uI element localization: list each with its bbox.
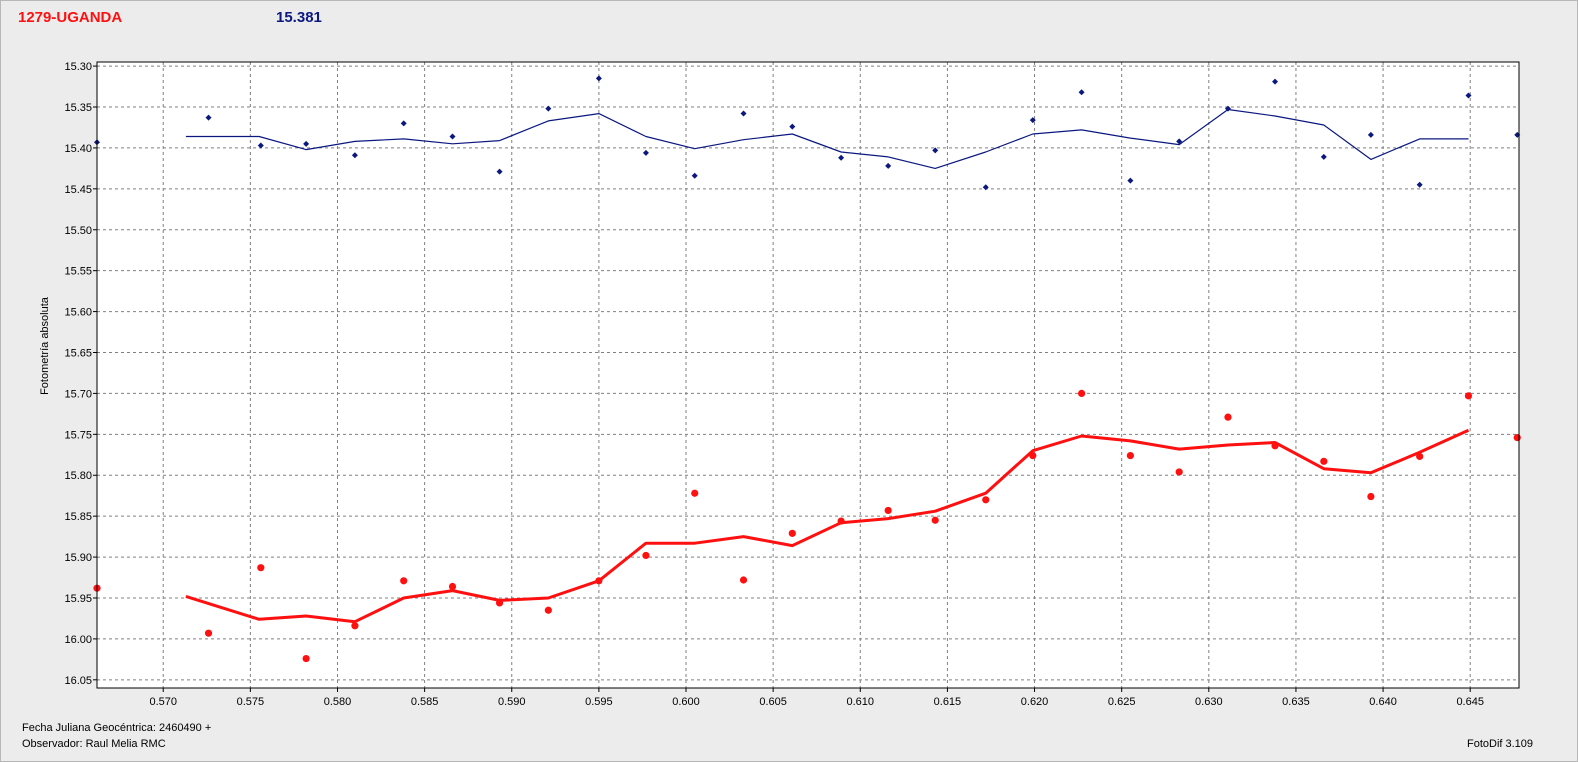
blue-data-point [1465, 92, 1472, 99]
red-data-point [788, 529, 796, 537]
y-tick-label: 15.30 [64, 61, 92, 73]
red-data-point [931, 516, 939, 524]
x-tick-label: 0.625 [1108, 696, 1136, 708]
x-tick-label: 0.575 [237, 696, 265, 708]
red-data-point [544, 606, 552, 614]
red-data-point [884, 506, 892, 515]
x-tick-label: 0.635 [1282, 696, 1310, 708]
y-tick-label: 16.00 [64, 634, 92, 646]
red-data-point [257, 564, 265, 572]
blue-data-point [257, 142, 264, 149]
blue-data-point [1320, 153, 1327, 160]
y-tick-label: 15.70 [64, 388, 92, 400]
y-tick-label: 15.60 [64, 307, 92, 319]
y-tick-label: 15.80 [64, 470, 92, 482]
x-tick-label: 0.610 [847, 696, 875, 708]
x-tick-label: 0.630 [1195, 696, 1223, 708]
red-data-point [595, 577, 603, 585]
red-data-point [837, 517, 845, 525]
x-tick-label: 0.640 [1369, 696, 1397, 708]
blue-data-point [932, 147, 939, 154]
y-tick-label: 15.90 [64, 552, 92, 564]
blue-data-point [885, 162, 892, 169]
blue-data-point [838, 154, 845, 161]
x-tick-label: 0.590 [498, 696, 526, 708]
plot-area [97, 62, 1519, 688]
observer-label: Observador: Raul Melia RMC [22, 738, 166, 750]
blue-data-point [789, 123, 796, 130]
red-data-point [739, 576, 748, 584]
red-data-point [448, 582, 457, 591]
blue-data-point [642, 149, 649, 156]
blue-trend-line [185, 108, 1469, 169]
blue-data-point [1224, 105, 1231, 112]
x-tick-label: 0.585 [411, 696, 439, 708]
header-value: 15.381 [276, 9, 322, 26]
blue-data-point [303, 140, 310, 147]
red-data-point [1126, 452, 1134, 460]
x-tick-label: 0.595 [585, 696, 613, 708]
blue-data-point [1029, 117, 1036, 124]
x-tick-label: 0.645 [1456, 696, 1484, 708]
red-data-point [400, 577, 408, 585]
y-tick-label: 15.50 [64, 225, 92, 237]
blue-data-point [1176, 138, 1183, 145]
red-data-point [204, 629, 213, 637]
red-data-point [302, 654, 310, 663]
blue-data-point [740, 110, 747, 117]
red-data-point [1271, 442, 1279, 450]
blue-data-point [1078, 89, 1085, 96]
blue-data-point [205, 114, 212, 121]
plot-border [96, 61, 1520, 689]
blue-data-point [691, 172, 698, 179]
red-data-point [495, 599, 504, 607]
blue-data-point [496, 168, 503, 175]
software-label: FotoDif 3.109 [1467, 738, 1534, 750]
y-tick-label: 15.65 [64, 347, 92, 359]
blue-data-point [1272, 78, 1279, 85]
y-tick-label: 15.35 [64, 102, 92, 114]
red-data-point [1224, 413, 1232, 421]
x-tick-label: 0.605 [759, 696, 787, 708]
red-data-point [1077, 389, 1086, 398]
y-tick-label: 15.85 [64, 511, 92, 523]
x-tick-label: 0.570 [149, 696, 177, 708]
red-data-point [1175, 468, 1183, 476]
blue-data-point [1367, 131, 1374, 138]
red-data-point [1464, 392, 1473, 400]
x-tick-label: 0.620 [1021, 696, 1049, 708]
y-tick-label: 15.95 [64, 593, 92, 605]
y-tick-label: 15.45 [64, 184, 92, 196]
red-data-point [691, 489, 699, 497]
red-data-point [1513, 434, 1521, 442]
blue-data-point [351, 152, 358, 159]
object-name: 1279-UGANDA [18, 9, 123, 26]
red-data-point [1320, 457, 1328, 465]
blue-data-point [595, 75, 602, 82]
x-tick-label: 0.615 [934, 696, 962, 708]
blue-data-point [400, 120, 407, 127]
red-data-point [351, 622, 359, 630]
julian-date-label: Fecha Juliana Geocéntrica: 2460490 + [22, 722, 212, 734]
red-data-point [1029, 452, 1037, 460]
y-tick-label: 16.05 [64, 675, 92, 687]
y-tick-label: 15.55 [64, 266, 92, 278]
red-data-point [1416, 452, 1424, 461]
red-data-point [642, 551, 650, 560]
red-data-point [1367, 492, 1375, 501]
x-tick-label: 0.580 [324, 696, 352, 708]
red-data-point [982, 496, 990, 504]
blue-data-point [982, 184, 989, 191]
blue-data-point [1127, 177, 1134, 184]
blue-data-point [545, 105, 552, 112]
x-tick-label: 0.600 [672, 696, 700, 708]
y-tick-label: 15.75 [64, 429, 92, 441]
blue-data-point [1416, 181, 1423, 188]
blue-data-point [449, 133, 456, 140]
y-tick-label: 15.40 [64, 143, 92, 155]
